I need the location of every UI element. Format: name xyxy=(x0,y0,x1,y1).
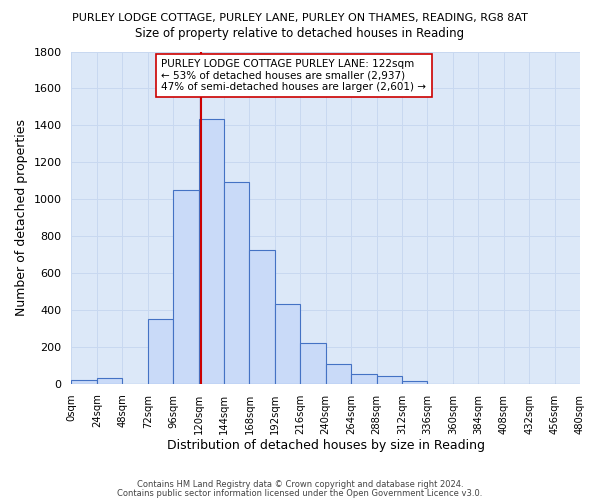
Text: PURLEY LODGE COTTAGE, PURLEY LANE, PURLEY ON THAMES, READING, RG8 8AT: PURLEY LODGE COTTAGE, PURLEY LANE, PURLE… xyxy=(72,12,528,22)
Bar xyxy=(224,182,250,384)
Text: Contains HM Land Registry data © Crown copyright and database right 2024.: Contains HM Land Registry data © Crown c… xyxy=(137,480,463,489)
Bar xyxy=(97,378,122,384)
Text: Size of property relative to detached houses in Reading: Size of property relative to detached ho… xyxy=(136,28,464,40)
Bar xyxy=(173,190,199,384)
Bar xyxy=(300,343,326,384)
Bar xyxy=(351,374,377,384)
Bar xyxy=(148,319,173,384)
Y-axis label: Number of detached properties: Number of detached properties xyxy=(15,119,28,316)
Bar xyxy=(326,364,351,384)
Text: Contains public sector information licensed under the Open Government Licence v3: Contains public sector information licen… xyxy=(118,488,482,498)
Bar xyxy=(402,380,427,384)
Bar xyxy=(275,304,300,384)
X-axis label: Distribution of detached houses by size in Reading: Distribution of detached houses by size … xyxy=(167,440,485,452)
Bar xyxy=(71,380,97,384)
Text: PURLEY LODGE COTTAGE PURLEY LANE: 122sqm
← 53% of detached houses are smaller (2: PURLEY LODGE COTTAGE PURLEY LANE: 122sqm… xyxy=(161,59,427,92)
Bar xyxy=(250,250,275,384)
Bar xyxy=(199,119,224,384)
Bar xyxy=(377,376,402,384)
